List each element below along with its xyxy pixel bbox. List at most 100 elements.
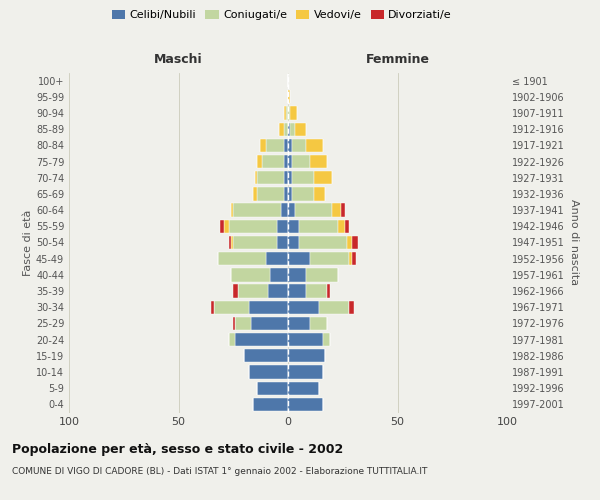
Bar (288, 106, 290, 120)
Text: Maschi: Maschi (154, 52, 203, 66)
Bar (305, 138, 323, 152)
Bar (260, 138, 266, 152)
Bar (248, 300, 288, 314)
Bar (255, 171, 257, 184)
Bar (284, 106, 286, 120)
Bar (214, 300, 248, 314)
Bar (352, 236, 358, 249)
Bar (253, 398, 288, 411)
Bar (345, 220, 349, 233)
Bar (319, 300, 349, 314)
Bar (218, 252, 266, 266)
Bar (341, 204, 345, 217)
Bar (288, 122, 290, 136)
Legend: Celibi/Nubili, Coniugati/e, Vedovi/e, Divorziati/e: Celibi/Nubili, Coniugati/e, Vedovi/e, Di… (107, 6, 457, 25)
Bar (231, 204, 233, 217)
Bar (288, 317, 310, 330)
Bar (288, 90, 290, 104)
Bar (288, 382, 319, 395)
Bar (266, 138, 284, 152)
Bar (338, 220, 345, 233)
Bar (288, 366, 323, 378)
Bar (233, 284, 238, 298)
Bar (281, 204, 288, 217)
Bar (231, 268, 271, 281)
Bar (310, 317, 328, 330)
Bar (305, 284, 328, 298)
Bar (288, 155, 292, 168)
Bar (229, 236, 231, 249)
Bar (271, 268, 288, 281)
Bar (288, 204, 295, 217)
Bar (279, 122, 284, 136)
Bar (235, 317, 251, 330)
Bar (332, 204, 341, 217)
Text: Popolazione per età, sesso e stato civile - 2002: Popolazione per età, sesso e stato civil… (12, 442, 343, 456)
Bar (288, 138, 292, 152)
Bar (349, 252, 352, 266)
Bar (288, 220, 299, 233)
Text: Femmine: Femmine (365, 52, 430, 66)
Bar (238, 284, 268, 298)
Bar (310, 155, 328, 168)
Bar (288, 171, 292, 184)
Bar (288, 300, 319, 314)
Bar (233, 204, 281, 217)
Bar (286, 106, 288, 120)
Y-axis label: Fasce di età: Fasce di età (23, 210, 33, 276)
Bar (235, 333, 288, 346)
Bar (224, 220, 229, 233)
Bar (257, 155, 262, 168)
Bar (288, 236, 299, 249)
Bar (288, 333, 323, 346)
Bar (233, 317, 235, 330)
Bar (284, 155, 288, 168)
Bar (288, 284, 305, 298)
Bar (229, 333, 235, 346)
Bar (292, 188, 314, 200)
Bar (288, 349, 325, 362)
Bar (292, 138, 305, 152)
Bar (277, 220, 288, 233)
Bar (288, 398, 323, 411)
Bar (347, 236, 352, 249)
Bar (305, 268, 338, 281)
Bar (284, 188, 288, 200)
Bar (257, 382, 288, 395)
Bar (299, 220, 338, 233)
Bar (268, 284, 288, 298)
Bar (314, 171, 332, 184)
Bar (251, 317, 288, 330)
Bar (211, 300, 214, 314)
Bar (244, 349, 288, 362)
Bar (233, 236, 277, 249)
Bar (328, 284, 329, 298)
Bar (257, 171, 284, 184)
Bar (290, 106, 297, 120)
Bar (352, 252, 356, 266)
Text: COMUNE DI VIGO DI CADORE (BL) - Dati ISTAT 1° gennaio 2002 - Elaborazione TUTTIT: COMUNE DI VIGO DI CADORE (BL) - Dati IST… (12, 468, 427, 476)
Bar (248, 366, 288, 378)
Bar (290, 122, 295, 136)
Bar (314, 188, 325, 200)
Bar (292, 155, 310, 168)
Bar (292, 171, 314, 184)
Bar (288, 188, 292, 200)
Bar (266, 252, 288, 266)
Bar (277, 236, 288, 249)
Bar (253, 188, 257, 200)
Bar (284, 122, 288, 136)
Bar (295, 122, 305, 136)
Bar (284, 171, 288, 184)
Y-axis label: Anno di nascita: Anno di nascita (569, 200, 578, 286)
Bar (310, 252, 349, 266)
Bar (288, 252, 310, 266)
Bar (220, 220, 224, 233)
Bar (349, 300, 354, 314)
Bar (295, 204, 332, 217)
Bar (231, 236, 233, 249)
Bar (323, 333, 329, 346)
Bar (229, 220, 277, 233)
Bar (257, 188, 284, 200)
Bar (262, 155, 284, 168)
